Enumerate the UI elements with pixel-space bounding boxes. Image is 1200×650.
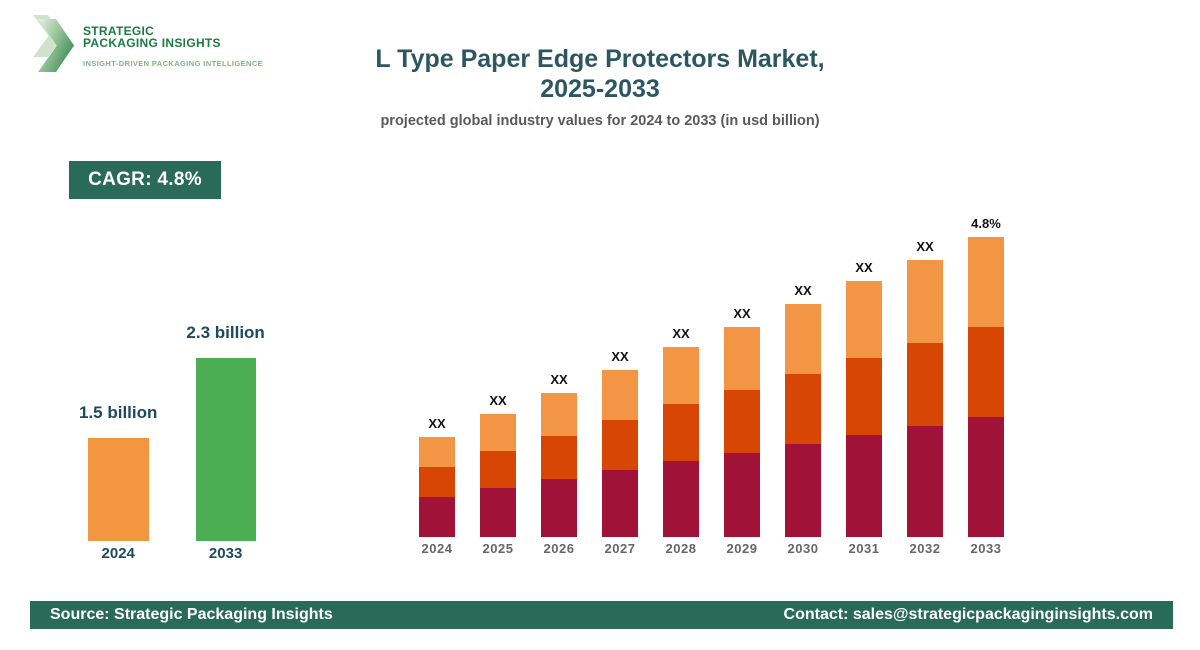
logo: STRATEGIC PACKAGING INSIGHTS INSIGHT-DRI… bbox=[33, 15, 263, 73]
stacked-bar bbox=[663, 347, 699, 537]
stacked-bar-column-2030: XX 2030 bbox=[785, 283, 821, 556]
stacked-bar bbox=[907, 260, 943, 537]
bar-segment bbox=[480, 451, 516, 488]
stacked-bar-column-2025: XX 2025 bbox=[480, 393, 516, 556]
bar-segment bbox=[602, 370, 638, 420]
footer-contact: Contact: sales@strategicpackaginginsight… bbox=[783, 606, 1153, 623]
bar-segment bbox=[419, 437, 455, 467]
mini-bar-value-label: 2.3 billion bbox=[186, 323, 265, 342]
stacked-bar bbox=[602, 370, 638, 537]
bar-top-label: XX bbox=[916, 239, 934, 254]
bar-segment bbox=[846, 435, 882, 537]
bar-year-label: 2024 bbox=[421, 541, 453, 556]
stacked-bar-column-2026: XX 2026 bbox=[541, 372, 577, 556]
bar-year-label: 2028 bbox=[665, 541, 697, 556]
bar-segment bbox=[968, 237, 1004, 327]
bar-segment bbox=[724, 453, 760, 537]
bar-segment bbox=[846, 358, 882, 435]
bar-year-label: 2026 bbox=[543, 541, 575, 556]
bar-top-label: XX bbox=[611, 349, 629, 364]
bar-segment bbox=[602, 470, 638, 537]
page-title-line2: 2025-2033 bbox=[540, 75, 660, 103]
bar-year-label: 2027 bbox=[604, 541, 636, 556]
bar-segment bbox=[968, 327, 1004, 417]
bar-year-label: 2033 bbox=[970, 541, 1002, 556]
logo-tagline: INSIGHT-DRIVEN PACKAGING INTELLIGENCE bbox=[83, 59, 264, 69]
bar-segment bbox=[541, 436, 577, 479]
bar-year-label: 2029 bbox=[726, 541, 758, 556]
bar-segment bbox=[724, 327, 760, 390]
page-subtitle: projected global industry values for 202… bbox=[380, 113, 820, 129]
bar-segment bbox=[419, 497, 455, 537]
bar-top-label: 4.8% bbox=[971, 216, 1001, 231]
stacked-bar bbox=[968, 237, 1004, 537]
bar-segment bbox=[480, 414, 516, 451]
stacked-bar-column-2031: XX 2031 bbox=[846, 260, 882, 556]
bar-top-label: XX bbox=[733, 306, 751, 321]
bar-segment bbox=[602, 420, 638, 470]
cagr-badge: CAGR: 4.8% bbox=[69, 161, 221, 199]
bar-segment bbox=[480, 488, 516, 537]
bar-segment bbox=[968, 417, 1004, 537]
bar-segment bbox=[541, 393, 577, 436]
mini-bar-value-label: 1.5 billion bbox=[79, 403, 158, 422]
bar-top-label: XX bbox=[794, 283, 812, 298]
stacked-bar bbox=[480, 414, 516, 537]
page-title-line1: L Type Paper Edge Protectors Market, bbox=[375, 45, 825, 73]
mini-bar-year-label: 2024 bbox=[101, 545, 135, 562]
bar-segment bbox=[785, 444, 821, 537]
header: L Type Paper Edge Protectors Market, 202… bbox=[230, 44, 970, 129]
stacked-bar-column-2028: XX 2028 bbox=[663, 326, 699, 556]
logo-text: STRATEGIC PACKAGING INSIGHTS INSIGHT-DRI… bbox=[83, 15, 263, 68]
stacked-bar-column-2024: XX 2024 bbox=[419, 416, 455, 556]
stacked-bar bbox=[541, 393, 577, 537]
bar-segment bbox=[419, 467, 455, 497]
bar-segment bbox=[724, 390, 760, 453]
bar-segment bbox=[785, 374, 821, 444]
page-title: L Type Paper Edge Protectors Market, 202… bbox=[230, 44, 970, 104]
footer-source: Source: Strategic Packaging Insights bbox=[50, 606, 333, 623]
bar-segment bbox=[785, 304, 821, 374]
stacked-bar-column-2027: XX 2027 bbox=[602, 349, 638, 556]
stacked-bar-column-2033: 4.8% 2033 bbox=[968, 216, 1004, 556]
stacked-bar bbox=[785, 304, 821, 537]
mini-bar-year-label: 2033 bbox=[208, 545, 243, 562]
bar-year-label: 2031 bbox=[848, 541, 880, 556]
mini-bar bbox=[195, 358, 256, 541]
stacked-bar bbox=[724, 327, 760, 537]
stacked-bar-column-2029: XX 2029 bbox=[724, 306, 760, 556]
bar-top-label: XX bbox=[672, 326, 690, 341]
bar-year-label: 2025 bbox=[482, 541, 514, 556]
stacked-bar-chart: XX 2024 XX 2025 XX 2026 XX 2027 XX 2028 XX 2029 XX 20… bbox=[419, 216, 1004, 556]
mini-bar-column-2033: 2.3 billion 2033 bbox=[186, 323, 264, 562]
bar-segment bbox=[907, 426, 943, 537]
bar-segment bbox=[846, 281, 882, 358]
bar-top-label: XX bbox=[550, 372, 568, 387]
bar-top-label: XX bbox=[489, 393, 507, 408]
bar-segment bbox=[663, 461, 699, 537]
logo-chevron-icon bbox=[33, 15, 77, 73]
bar-year-label: 2032 bbox=[909, 541, 941, 556]
mini-bar-column-2024: 1.5 billion 2024 bbox=[79, 403, 157, 562]
stacked-bar bbox=[419, 437, 455, 537]
bar-top-label: XX bbox=[855, 260, 873, 275]
logo-name-line2: PACKAGING INSIGHTS bbox=[83, 36, 221, 50]
logo-name-line1: STRATEGIC bbox=[83, 24, 155, 38]
footer-bar: Source: Strategic Packaging Insights Con… bbox=[30, 601, 1173, 629]
mini-bar bbox=[87, 438, 149, 541]
stacked-bar-column-2032: XX 2032 bbox=[907, 239, 943, 556]
bar-segment bbox=[663, 347, 699, 404]
mini-chart: 1.5 billion 2024 2.3 billion 2033 bbox=[79, 323, 265, 562]
bar-segment bbox=[541, 479, 577, 537]
stacked-bar bbox=[846, 281, 882, 537]
bar-top-label: XX bbox=[428, 416, 446, 431]
bar-year-label: 2030 bbox=[787, 541, 819, 556]
bar-segment bbox=[907, 343, 943, 426]
bar-segment bbox=[663, 404, 699, 461]
bar-segment bbox=[907, 260, 943, 343]
